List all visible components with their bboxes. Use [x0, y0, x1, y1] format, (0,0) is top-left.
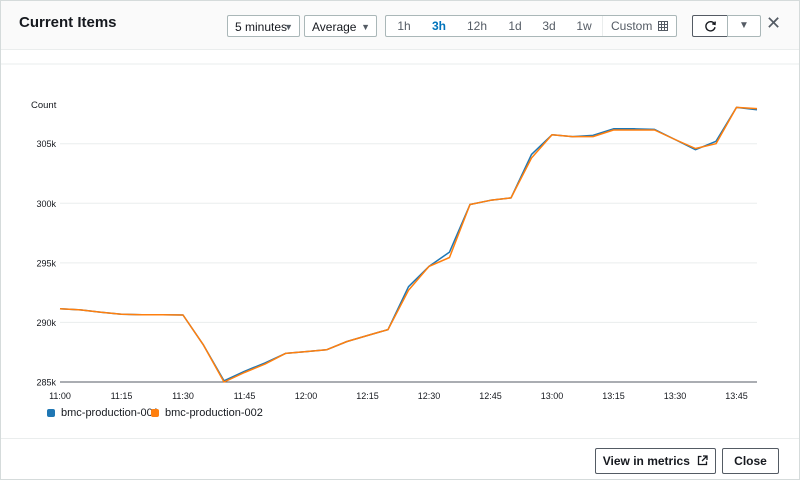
- y-tick-label: 295k: [36, 258, 56, 268]
- x-tick-label: 11:30: [172, 391, 194, 401]
- y-tick-label: 300k: [36, 199, 56, 209]
- line-chart: Count 285k 290k 295k 300k 305k 11:00 11:15 11:…: [1, 63, 799, 401]
- view-in-metrics-button[interactable]: View in metrics: [595, 448, 716, 474]
- legend-swatch: [47, 409, 55, 417]
- range-1w[interactable]: 1w: [576, 19, 592, 33]
- y-tick-label: 305k: [36, 139, 56, 149]
- range-3h[interactable]: 3h: [431, 19, 446, 33]
- custom-label: Custom: [611, 19, 653, 33]
- legend-label: bmc-production-001: [61, 407, 159, 419]
- series-line-1: [59, 106, 758, 382]
- x-tick-label: 11:45: [234, 391, 256, 401]
- legend-item-series2[interactable]: bmc-production-002: [151, 407, 263, 419]
- legend-label: bmc-production-002: [165, 407, 263, 419]
- close-icon[interactable]: ✕: [766, 13, 782, 33]
- close-button[interactable]: Close: [722, 448, 779, 474]
- chevron-down-icon: ▼: [361, 22, 370, 32]
- x-tick-label: 11:00: [49, 391, 71, 401]
- refresh-options-dropdown[interactable]: ▼: [727, 15, 761, 37]
- x-tick-label: 12:15: [356, 391, 379, 401]
- range-3d[interactable]: 3d: [542, 19, 556, 33]
- y-tick-label: 285k: [36, 378, 56, 388]
- period-value: 5 minutes: [235, 20, 288, 34]
- period-dropdown[interactable]: 5 minutes ▼: [227, 15, 300, 37]
- x-tick-label: 12:00: [295, 391, 318, 401]
- chevron-down-icon: ▼: [284, 22, 293, 32]
- range-custom[interactable]: Custom: [602, 16, 669, 36]
- dialog-title: Current Items: [19, 14, 117, 31]
- x-tick-label: 12:30: [418, 391, 441, 401]
- dialog-header: Current Items 5 minutes ▼ Average ▼ 1h 3…: [1, 1, 799, 50]
- legend-swatch: [151, 409, 159, 417]
- time-range-selector: 1h 3h 12h 1d 3d 1w Custom: [385, 15, 677, 37]
- range-1d[interactable]: 1d: [508, 19, 522, 33]
- x-tick-label: 11:15: [111, 391, 133, 401]
- x-tick-label: 13:45: [725, 391, 748, 401]
- x-tick-label: 13:30: [664, 391, 687, 401]
- view-in-metrics-label: View in metrics: [602, 454, 690, 468]
- dialog-footer: View in metrics Close: [1, 438, 799, 480]
- close-button-label: Close: [734, 454, 767, 468]
- y-tick-label: 290k: [36, 318, 56, 328]
- y-axis-label: Count: [31, 100, 57, 111]
- refresh-icon: [705, 20, 716, 32]
- chevron-down-icon: ▼: [739, 20, 749, 31]
- chart-area: Count 285k 290k 295k 300k 305k 11:00 11:15 11:…: [1, 62, 799, 432]
- range-1h[interactable]: 1h: [397, 19, 411, 33]
- x-tick-label: 13:15: [602, 391, 625, 401]
- refresh-button[interactable]: [692, 15, 728, 37]
- statistic-value: Average: [312, 20, 357, 34]
- statistic-dropdown[interactable]: Average ▼: [304, 15, 377, 37]
- legend-item-series1[interactable]: bmc-production-001: [47, 407, 159, 419]
- calendar-icon: [658, 21, 669, 31]
- x-tick-label: 12:45: [479, 391, 502, 401]
- series-line-2: [59, 106, 758, 383]
- external-link-icon: [698, 455, 708, 466]
- range-12h[interactable]: 12h: [466, 19, 488, 33]
- x-tick-label: 13:00: [541, 391, 564, 401]
